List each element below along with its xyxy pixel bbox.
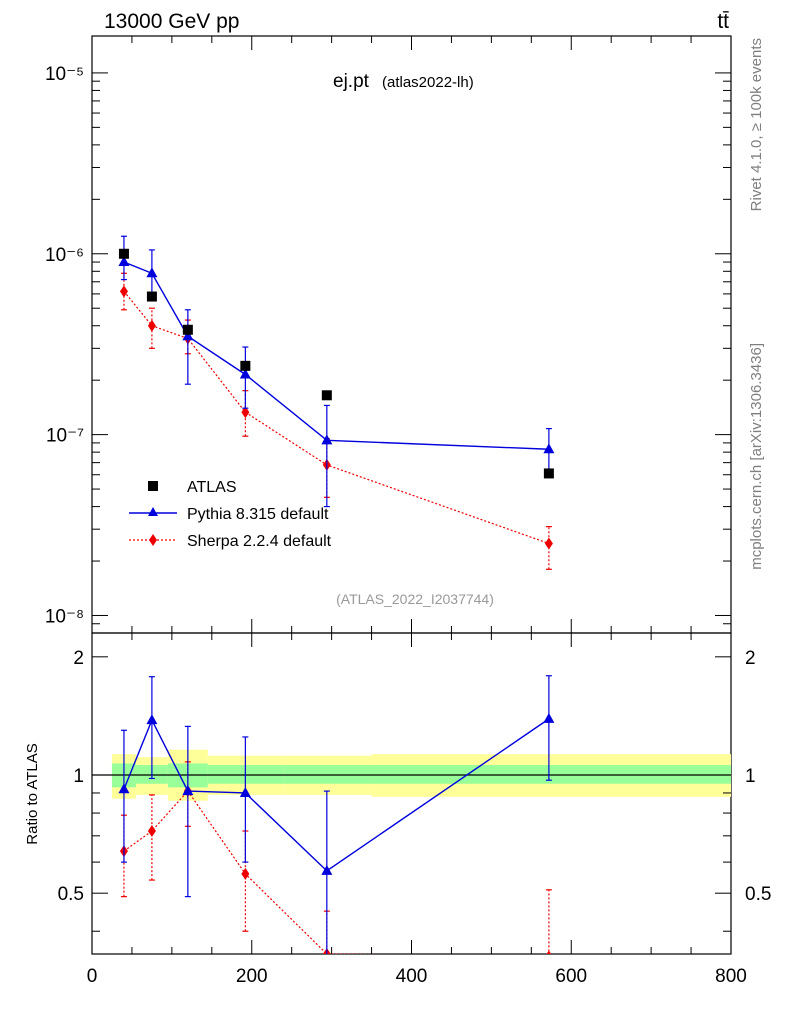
pythia-ratio-point — [239, 786, 251, 797]
pythia-main-point — [146, 267, 158, 278]
pythia-ratio-line — [123, 718, 550, 872]
pythia-main-point — [543, 443, 555, 454]
legend-marker-atlas — [148, 481, 158, 491]
x-tick-label: 800 — [715, 966, 747, 987]
pythia-ratio-point — [543, 712, 555, 723]
pythia-main-line — [123, 261, 549, 450]
pythia-main-point — [239, 368, 251, 379]
atlas-main-point — [146, 291, 157, 302]
atlas-main-point — [118, 248, 129, 259]
plot-subtitle: (atlas2022-lh) — [382, 74, 474, 91]
main-series-layer — [118, 235, 555, 570]
ratio-y-tick-label: 0.5 — [58, 884, 84, 905]
atlas-main-point — [543, 468, 554, 479]
sherpa-main-point — [119, 285, 128, 298]
sherpa-main-point — [241, 406, 250, 419]
x-tick-label: 200 — [236, 966, 268, 987]
pythia-main-point — [118, 256, 130, 267]
sherpa-main-line — [123, 290, 550, 545]
sherpa-ratio-line — [123, 790, 382, 954]
sherpa-main-point — [147, 319, 156, 332]
ratio-y-tick-label-right: 1 — [745, 766, 756, 787]
main-y-tick-label: 10⁻⁶ — [45, 245, 84, 266]
ratio-axis-label: Ratio to ATLAS — [24, 743, 41, 844]
sherpa-ratio-point — [546, 950, 552, 954]
sherpa-ratio-point — [147, 825, 156, 838]
pythia-ratio-point — [118, 783, 130, 794]
tick-labels: 10⁻⁸ 10⁻⁷ 10⁻⁶ 10⁻⁵ 0.5 0.5 1 1 2 2 0 200 400 600 800 — [45, 64, 772, 987]
sherpa-ratio-point — [241, 867, 250, 880]
legend-label-atlas: ATLAS — [187, 479, 237, 496]
pythia-ratio-point — [321, 864, 333, 875]
x-tick-label: 600 — [555, 966, 587, 987]
atlas-main-point — [182, 324, 193, 335]
mcplots-reference-text: mcplots.cern.ch [arXiv:1306.3436] — [748, 343, 765, 570]
legend-entry-pythia: Pythia 8.315 default — [129, 506, 329, 523]
process-label: tt̄ — [717, 10, 729, 33]
legend-entry-atlas: ATLAS — [148, 479, 237, 496]
legend-entry-sherpa: Sherpa 2.2.4 default — [129, 533, 332, 550]
legend-label-sherpa: Sherpa 2.2.4 default — [187, 533, 332, 550]
x-tick-label: 400 — [396, 966, 428, 987]
main-y-tick-label: 10⁻⁸ — [45, 606, 84, 627]
ratio-y-tick-label-right: 0.5 — [745, 884, 771, 905]
ratio-y-tick-label-right: 2 — [745, 648, 756, 669]
atlas-main-point — [240, 360, 251, 371]
legend-marker-sherpa — [149, 534, 157, 546]
x-tick-label: 0 — [87, 966, 98, 987]
ratio-y-tick-label: 2 — [73, 648, 84, 669]
main-axis-ticks — [91, 36, 732, 634]
ratio-y-tick-label: 1 — [73, 766, 84, 787]
legend-marker-pythia — [148, 507, 158, 516]
sherpa-main-point — [544, 537, 553, 550]
main-y-tick-label: 10⁻⁷ — [46, 426, 84, 447]
ratio-series-layer — [118, 675, 555, 954]
beam-label: 13000 GeV pp — [104, 10, 239, 33]
pythia-ratio-point — [146, 714, 158, 725]
pythia-main-point — [182, 330, 194, 341]
main-y-tick-label: 10⁻⁵ — [45, 64, 84, 85]
pythia-main-point — [321, 434, 333, 445]
ratio-axis-ticks — [91, 633, 732, 954]
legend-label-pythia: Pythia 8.315 default — [187, 506, 329, 523]
plot-title: ej.pt — [333, 71, 370, 92]
atlas-main-point — [321, 390, 332, 401]
pythia-ratio-point — [182, 785, 194, 796]
legend: ATLAS Pythia 8.315 default Sherpa 2.2.4 … — [129, 479, 332, 550]
analysis-id-watermark: (ATLAS_2022_I2037744) — [336, 591, 494, 607]
rivet-version-text: Rivet 4.1.0, ≥ 100k events — [748, 38, 765, 211]
